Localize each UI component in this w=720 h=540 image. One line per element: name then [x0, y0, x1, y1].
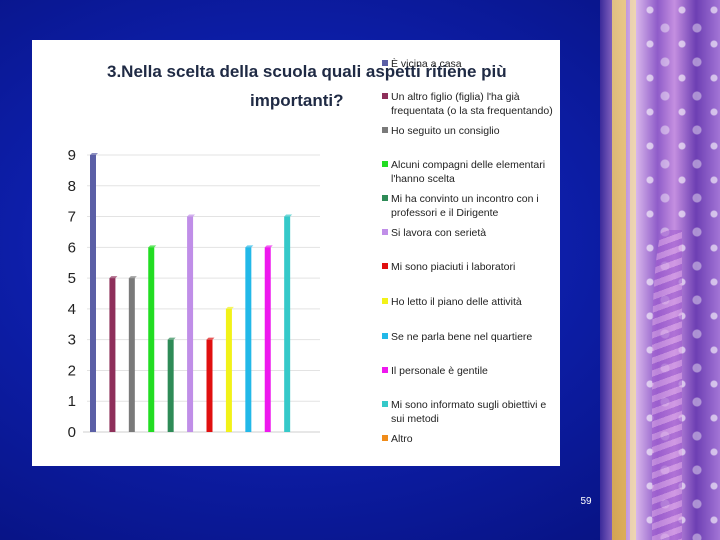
y-tick-label: 9 — [68, 147, 76, 164]
y-tick-label: 5 — [68, 270, 76, 287]
y-tick-label: 6 — [68, 239, 76, 256]
chart-title-line-1: 3.Nella scelta della scuola quali aspett… — [107, 62, 507, 81]
chart-title: 3.Nella scelta della scuola quali aspett… — [107, 62, 507, 110]
y-tick-label: 0 — [68, 424, 76, 441]
bar-top — [167, 337, 176, 340]
y-tick-label: 8 — [68, 178, 76, 195]
legend-swatch — [382, 333, 388, 339]
legend-entry: Alcuni compagni delle elementari — [391, 159, 545, 171]
legend-swatch — [382, 435, 388, 441]
legend: È vicina a casa Un altro figlio (figlia) … — [382, 57, 553, 445]
bar-top — [284, 214, 293, 217]
legend-swatch — [382, 263, 388, 269]
legend-entry: Ho letto il piano delle attività — [391, 296, 522, 308]
bar — [264, 247, 271, 432]
bar — [128, 278, 135, 432]
chart-panel: 0 1 2 3 4 5 6 7 8 9 3.Nella scelta della scuola q… — [32, 40, 560, 466]
chart-title-line-2: importanti? — [250, 91, 344, 110]
legend-entry: Mi ha convinto un incontro con i — [391, 193, 539, 205]
legend-entry: Un altro figlio (figlia) l'ha già — [391, 91, 520, 103]
gold-stripe — [612, 0, 626, 540]
legend-entry: Ho seguito un consiglio — [391, 125, 500, 137]
legend-entry: professori e il Dirigente — [391, 207, 499, 219]
y-axis-ticks: 0 1 2 3 4 5 6 7 8 9 — [68, 147, 76, 441]
bar-top — [264, 245, 273, 248]
legend-entry: Se ne parla bene nel quartiere — [391, 331, 532, 343]
bar-top — [225, 306, 234, 309]
page-number: 59 — [580, 496, 592, 507]
legend-swatch — [382, 195, 388, 201]
bar-top — [90, 153, 98, 155]
bar — [148, 247, 155, 432]
bar — [245, 247, 252, 432]
legend-entry: Mi sono informato sugli obiettivi e — [391, 399, 546, 411]
bar — [90, 155, 96, 432]
legend-swatch — [382, 161, 388, 167]
legend-swatch — [382, 127, 388, 133]
y-tick-label: 3 — [68, 332, 76, 349]
gold-stripe-thin — [630, 0, 636, 540]
bar-top — [148, 245, 157, 248]
legend-swatch — [382, 93, 388, 99]
legend-entry: l'hanno scelta — [391, 173, 455, 185]
bar — [284, 216, 291, 432]
bar — [109, 278, 116, 432]
bar — [167, 339, 174, 432]
legend-entry: Mi sono piaciuti i laboratori — [391, 261, 515, 273]
grid — [83, 154, 320, 433]
legend-entry: sui metodi — [391, 413, 439, 425]
y-tick-label: 1 — [68, 393, 76, 410]
bar-top — [109, 276, 118, 279]
legend-entry: Il personale è gentile — [391, 365, 488, 377]
y-tick-label: 2 — [68, 362, 76, 379]
y-tick-label: 7 — [68, 209, 76, 226]
y-tick-label: 4 — [68, 301, 76, 318]
wave-pattern — [652, 230, 682, 540]
bars — [90, 153, 293, 432]
bar — [225, 308, 232, 432]
legend-swatch — [382, 367, 388, 373]
legend-swatch — [382, 298, 388, 304]
bar — [187, 216, 194, 432]
legend-entry: Altro — [391, 433, 413, 445]
legend-entry: frequentata (o la sta frequentando) — [391, 105, 553, 117]
legend-entry: Si lavora con serietà — [391, 227, 486, 239]
bar — [206, 339, 213, 432]
legend-swatch — [382, 401, 388, 407]
legend-swatch — [382, 229, 388, 235]
decorative-side-panel — [600, 0, 720, 540]
bar-top — [206, 337, 215, 340]
bar-top — [187, 214, 196, 217]
legend-entry: È vicina a casa — [391, 57, 462, 70]
bar-top — [128, 276, 137, 279]
bar-chart: 0 1 2 3 4 5 6 7 8 9 3.Nella scelta della scuola q… — [68, 57, 553, 445]
legend-swatch — [382, 60, 388, 66]
bar-top — [245, 245, 254, 248]
